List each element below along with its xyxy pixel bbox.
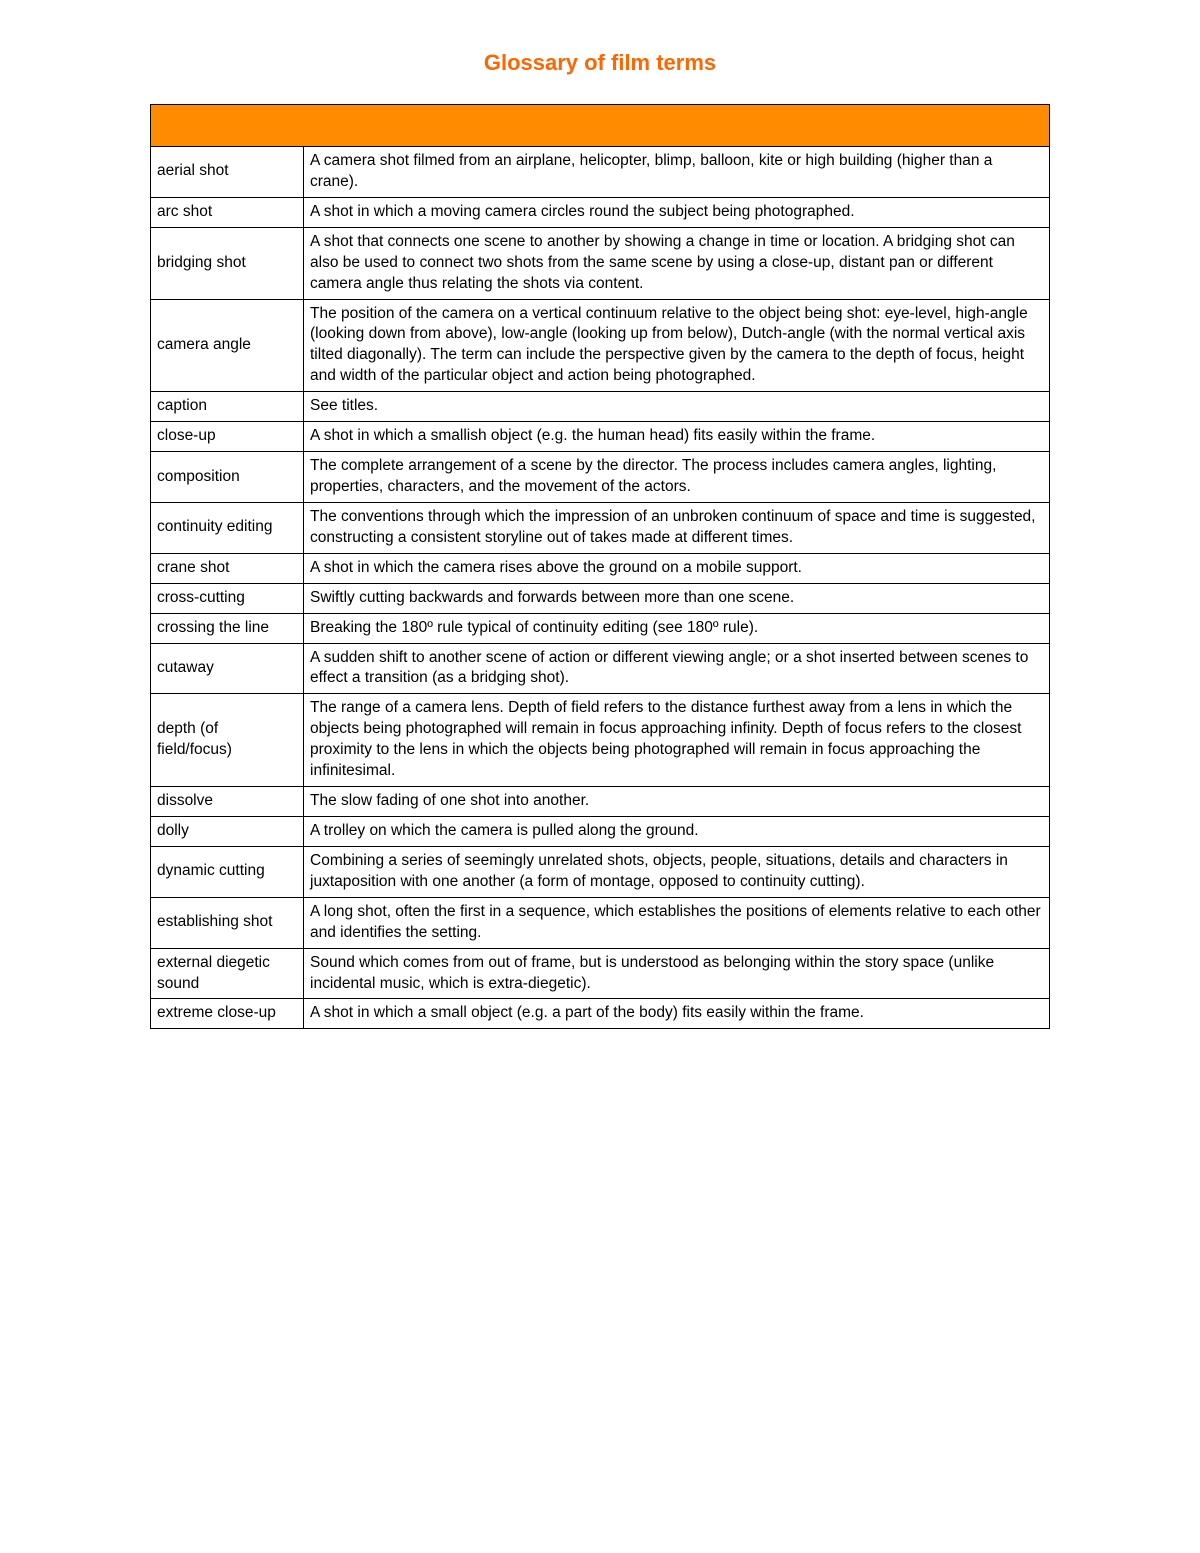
term-cell: aerial shot xyxy=(151,147,304,198)
term-cell: cutaway xyxy=(151,643,304,694)
term-cell: arc shot xyxy=(151,197,304,227)
table-row: dynamic cuttingCombining a series of see… xyxy=(151,846,1050,897)
definition-cell: A long shot, often the first in a sequen… xyxy=(304,897,1050,948)
definition-cell: A shot in which a smallish object (e.g. … xyxy=(304,422,1050,452)
table-row: cross-cuttingSwiftly cutting backwards a… xyxy=(151,583,1050,613)
term-cell: crane shot xyxy=(151,553,304,583)
term-cell: dolly xyxy=(151,816,304,846)
definition-cell: Breaking the 180º rule typical of contin… xyxy=(304,613,1050,643)
table-row: external diegetic soundSound which comes… xyxy=(151,948,1050,999)
term-cell: cross-cutting xyxy=(151,583,304,613)
term-cell: extreme close-up xyxy=(151,999,304,1029)
term-cell: crossing the line xyxy=(151,613,304,643)
glossary-table: aerial shotA camera shot filmed from an … xyxy=(150,146,1050,1029)
table-row: dollyA trolley on which the camera is pu… xyxy=(151,816,1050,846)
term-cell: establishing shot xyxy=(151,897,304,948)
table-row: crane shotA shot in which the camera ris… xyxy=(151,553,1050,583)
definition-cell: A shot in which a moving camera circles … xyxy=(304,197,1050,227)
definition-cell: A camera shot filmed from an airplane, h… xyxy=(304,147,1050,198)
table-row: close-upA shot in which a smallish objec… xyxy=(151,422,1050,452)
table-row: depth (of field/focus)The range of a cam… xyxy=(151,694,1050,787)
table-row: crossing the lineBreaking the 180º rule … xyxy=(151,613,1050,643)
term-cell: camera angle xyxy=(151,299,304,392)
definition-cell: See titles. xyxy=(304,392,1050,422)
definition-cell: A trolley on which the camera is pulled … xyxy=(304,816,1050,846)
term-cell: dynamic cutting xyxy=(151,846,304,897)
term-cell: external diegetic sound xyxy=(151,948,304,999)
definition-cell: Combining a series of seemingly unrelate… xyxy=(304,846,1050,897)
table-row: aerial shotA camera shot filmed from an … xyxy=(151,147,1050,198)
term-cell: depth (of field/focus) xyxy=(151,694,304,787)
definition-cell: A shot in which a small object (e.g. a p… xyxy=(304,999,1050,1029)
definition-cell: Sound which comes from out of frame, but… xyxy=(304,948,1050,999)
definition-cell: A sudden shift to another scene of actio… xyxy=(304,643,1050,694)
page-title: Glossary of film terms xyxy=(150,50,1050,76)
table-row: captionSee titles. xyxy=(151,392,1050,422)
table-row: establishing shotA long shot, often the … xyxy=(151,897,1050,948)
definition-cell: Swiftly cutting backwards and forwards b… xyxy=(304,583,1050,613)
table-row: dissolveThe slow fading of one shot into… xyxy=(151,787,1050,817)
term-cell: caption xyxy=(151,392,304,422)
glossary-tbody: aerial shotA camera shot filmed from an … xyxy=(151,147,1050,1029)
definition-cell: The position of the camera on a vertical… xyxy=(304,299,1050,392)
definition-cell: A shot in which the camera rises above t… xyxy=(304,553,1050,583)
definition-cell: A shot that connects one scene to anothe… xyxy=(304,227,1050,299)
term-cell: dissolve xyxy=(151,787,304,817)
table-row: arc shotA shot in which a moving camera … xyxy=(151,197,1050,227)
definition-cell: The conventions through which the impres… xyxy=(304,502,1050,553)
term-cell: bridging shot xyxy=(151,227,304,299)
page: Glossary of film terms aerial shotA came… xyxy=(150,50,1050,1029)
table-header-bar xyxy=(150,104,1050,146)
table-row: extreme close-upA shot in which a small … xyxy=(151,999,1050,1029)
table-row: camera angleThe position of the camera o… xyxy=(151,299,1050,392)
definition-cell: The complete arrangement of a scene by t… xyxy=(304,452,1050,503)
term-cell: close-up xyxy=(151,422,304,452)
table-row: cutawayA sudden shift to another scene o… xyxy=(151,643,1050,694)
term-cell: continuity editing xyxy=(151,502,304,553)
table-row: compositionThe complete arrangement of a… xyxy=(151,452,1050,503)
table-row: bridging shotA shot that connects one sc… xyxy=(151,227,1050,299)
table-row: continuity editingThe conventions throug… xyxy=(151,502,1050,553)
term-cell: composition xyxy=(151,452,304,503)
definition-cell: The slow fading of one shot into another… xyxy=(304,787,1050,817)
definition-cell: The range of a camera lens. Depth of fie… xyxy=(304,694,1050,787)
